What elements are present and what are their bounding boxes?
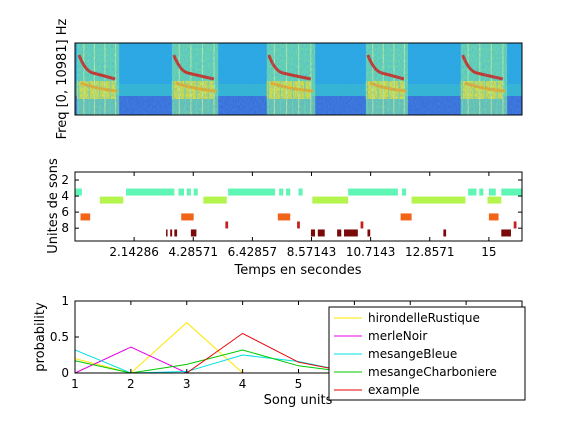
units-xlabel: Temps en secondes: [233, 263, 361, 278]
x-tick-label: 2.14286: [109, 245, 159, 259]
unit-segment: [298, 188, 303, 196]
x-tick-label: 12.8571: [405, 245, 455, 259]
unit-segment: [367, 229, 371, 237]
x-tick-label: 6.42857: [228, 245, 278, 259]
x-tick-label: 5: [295, 377, 303, 391]
unit-segment: [99, 196, 124, 204]
units-x-ticks: 2.14286 4.28571 6.42857 8.57143 10.7143 12.85…: [109, 172, 497, 259]
unit-segment: [501, 229, 511, 237]
y-tick-label: 0: [61, 366, 69, 380]
x-tick-label: 4: [239, 377, 247, 391]
probability-legend: hirondelleRustique merleNoir mesangeBleue m…: [328, 306, 526, 401]
unit-segment: [344, 229, 358, 237]
unit-segment: [126, 188, 175, 196]
unit-segment: [225, 221, 229, 229]
legend-label: hirondelleRustique: [368, 311, 480, 325]
unit-segment: [75, 188, 82, 196]
unit-segment: [277, 213, 291, 221]
unit-segment: [501, 188, 522, 196]
unit-segment: [411, 196, 466, 204]
x-tick-label: 3: [183, 377, 191, 391]
spectrogram-ylabel: Freq [0, 10981] Hz: [55, 18, 70, 139]
y-tick-label: 2: [61, 173, 69, 187]
x-tick-label: 15: [481, 245, 496, 259]
unit-segment: [337, 229, 342, 237]
y-tick-label: 6: [61, 205, 69, 219]
y-tick-label: 0.5: [50, 330, 69, 344]
x-tick-label: 8.57143: [287, 245, 337, 259]
unit-segment: [297, 221, 300, 229]
probability-xlabel: Song units: [264, 393, 333, 408]
units-marks: [75, 188, 522, 237]
unit-segment: [443, 229, 447, 237]
unit-segment: [348, 188, 398, 196]
unit-segment: [166, 229, 168, 237]
spectrogram-frame: [74, 42, 523, 116]
legend-label: merleNoir: [368, 329, 427, 343]
unit-segment: [228, 188, 276, 196]
legend-label: mesangeCharboniere: [368, 365, 497, 379]
x-tick-label: 4.28571: [168, 245, 218, 259]
spectrogram-noise: [75, 43, 522, 115]
units-plot-area: [75, 172, 522, 241]
unit-segment: [513, 221, 517, 229]
unit-segment: [317, 229, 325, 237]
unit-segment: [170, 229, 173, 237]
unit-segment: [279, 188, 284, 196]
y-tick-label: 8: [61, 221, 69, 235]
unit-segment: [310, 229, 316, 237]
y-tick-label: 4: [61, 189, 69, 203]
unit-segment: [286, 188, 291, 196]
units-y-ticks: 2 4 6 8: [61, 173, 522, 235]
units-frame: [74, 171, 523, 242]
unit-segment: [400, 213, 412, 221]
spectrogram-panel: Freq [0, 10981] Hz: [55, 18, 523, 139]
unit-segment: [360, 221, 364, 229]
unit-segment: [203, 196, 227, 204]
unit-segment: [401, 188, 407, 196]
unit-segment: [488, 213, 499, 221]
unit-segment: [468, 188, 477, 196]
y-tick-label: 1: [61, 294, 69, 308]
probability-ylabel: probability: [33, 302, 48, 372]
unit-segment: [190, 229, 197, 237]
unit-segment: [193, 188, 198, 196]
unit-segment: [487, 196, 502, 204]
unit-segment: [488, 188, 496, 196]
x-tick-label: 1: [71, 377, 79, 391]
legend-label: example: [368, 383, 420, 397]
units-ylabel: Unites de sons: [46, 158, 61, 254]
unit-segment: [479, 188, 484, 196]
unit-segment: [80, 213, 91, 221]
unit-segment: [181, 213, 194, 221]
units-panel: 2.14286 4.28571 6.42857 8.57143 10.7143 12.85…: [46, 158, 523, 278]
unit-segment: [174, 229, 178, 237]
legend-label: mesangeBleue: [368, 347, 457, 361]
probability-panel: 123456789 00.51 Song units probability h…: [33, 294, 526, 408]
x-tick-label: 10.7143: [346, 245, 396, 259]
unit-segment: [178, 188, 184, 196]
unit-segment: [312, 196, 349, 204]
unit-segment: [186, 188, 191, 196]
x-tick-label: 2: [127, 377, 135, 391]
